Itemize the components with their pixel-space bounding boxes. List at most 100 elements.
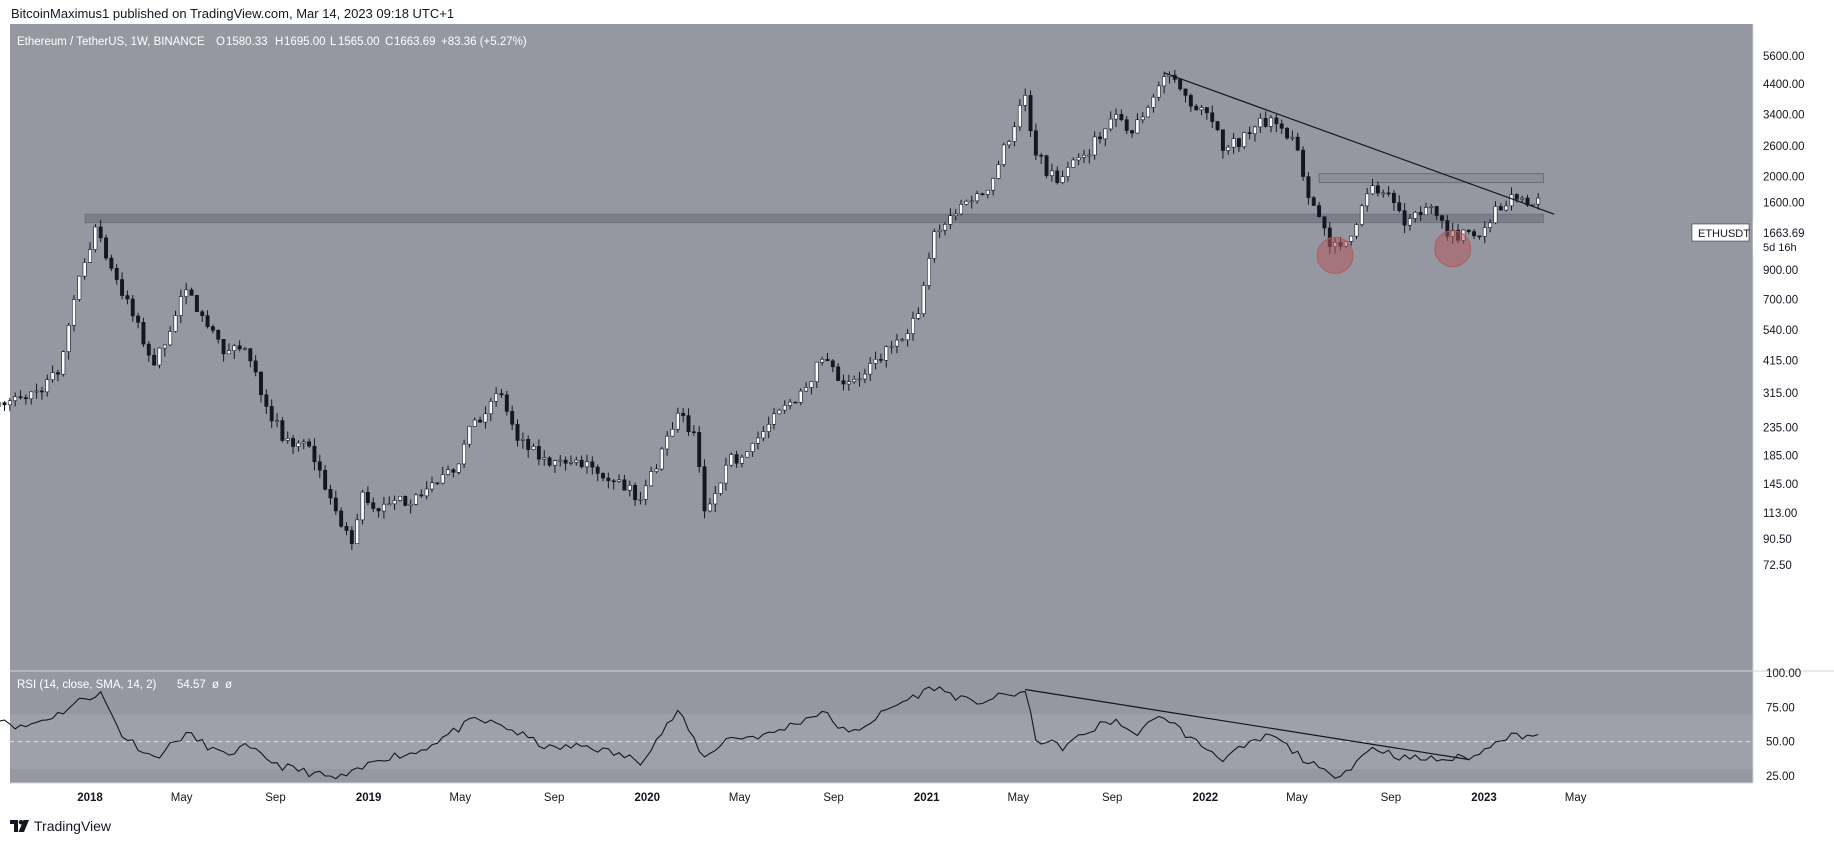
candle-up [740, 456, 744, 464]
change-value: +83.36 (+5.27%) [441, 36, 527, 48]
candle-up [670, 428, 675, 437]
candle-up [985, 189, 990, 195]
price-tag-countdown: 5d 16h [1763, 242, 1797, 254]
annotations-layer [1163, 72, 1555, 274]
candle-up [649, 471, 654, 487]
candle-up [1146, 107, 1151, 118]
candle-up [1520, 197, 1525, 200]
tradingview-logo-icon [10, 820, 29, 832]
candle-down [1295, 136, 1300, 151]
candle-down [547, 457, 552, 466]
candle-down [194, 295, 199, 313]
candle-up [798, 390, 803, 403]
candle-down [515, 424, 520, 441]
candle-down [349, 530, 354, 544]
symbol-legend: Ethereum / TetherUS, 1W, BINANCE O 1580.… [17, 36, 527, 48]
candle-up [1407, 218, 1412, 226]
candle-up [772, 413, 776, 425]
candle-up [1226, 146, 1231, 151]
candle-down [1247, 132, 1252, 135]
candle-up [1354, 224, 1359, 237]
candle-up [1365, 193, 1370, 207]
candle-up [456, 463, 461, 473]
candle-down [1055, 170, 1060, 183]
rsi-extra-2: ø [225, 679, 232, 691]
candle-down [1285, 127, 1289, 139]
candle-down [841, 380, 846, 385]
high-label: H [275, 36, 283, 48]
candle-up [1007, 141, 1012, 146]
rsi-trendline [1025, 688, 1469, 761]
candle-down [146, 343, 151, 356]
candle-up [355, 519, 360, 544]
candle-down [317, 461, 322, 471]
candle-down [1498, 206, 1503, 211]
candle-down [1279, 123, 1284, 129]
candle-down [307, 441, 312, 447]
candle-down [1418, 211, 1423, 216]
circled-low-marker [1316, 236, 1354, 274]
candle-down [611, 480, 616, 483]
candle-down [1210, 112, 1215, 122]
candle-up [72, 299, 76, 326]
candle-down [734, 454, 739, 464]
candle-down [98, 226, 103, 239]
candle-up [723, 464, 728, 484]
candle-down [435, 482, 440, 485]
candle-down [1477, 235, 1482, 238]
candle-up [574, 459, 579, 463]
time-tick-label: Sep [823, 792, 843, 804]
candle-up [718, 482, 723, 494]
candle-up [585, 461, 589, 468]
candle-down [1236, 138, 1241, 147]
candle-up [675, 412, 680, 430]
rsi-legend: RSI (14, close, SMA, 14, 2) 54.57 ø ø [17, 679, 232, 691]
candle-down [1194, 105, 1199, 111]
candle-up [301, 441, 306, 444]
candle-down [1514, 194, 1519, 200]
candle-down [451, 469, 456, 473]
candle-up [1504, 205, 1509, 211]
candle-up [34, 390, 39, 393]
candle-up [440, 474, 445, 484]
descending-trendline [1163, 72, 1555, 215]
high-value: 1695.00 [284, 36, 326, 48]
candle-down [579, 459, 584, 468]
candle-down [403, 495, 408, 506]
time-tick-label: 2021 [914, 792, 940, 804]
price-tick-label: 145.00 [1763, 479, 1798, 491]
time-axis[interactable]: 2018 May Sep 2019 May Sep 2020 May Sep 2021 May Sep… [77, 792, 1587, 804]
price-unit: USDT [1763, 36, 1794, 48]
candle-down [221, 339, 226, 355]
candle-down [590, 461, 595, 468]
candle-down [1098, 136, 1102, 140]
price-tick-label: 900.00 [1763, 265, 1798, 277]
candle-up [472, 419, 477, 427]
candle-up [520, 439, 525, 441]
candle-up [777, 409, 782, 415]
price-tick-label: 415.00 [1763, 356, 1798, 368]
time-tick-label: May [1007, 792, 1029, 804]
candle-up [921, 285, 926, 315]
rsi-axis[interactable]: 100.00 75.00 50.00 25.00 [1766, 668, 1801, 783]
candle-down [344, 526, 349, 531]
candle-down [1397, 202, 1402, 211]
price-tick-label: 3400.00 [1763, 109, 1805, 121]
candle-up [927, 258, 931, 286]
candle-up [29, 391, 34, 400]
candle-up [1012, 126, 1017, 142]
candle-down [1466, 229, 1471, 232]
candle-up [45, 379, 50, 393]
candle-up [1269, 117, 1273, 127]
candle-up [814, 361, 819, 382]
candle-up [1076, 157, 1081, 161]
candle-up [862, 373, 867, 380]
candle-up [552, 460, 557, 466]
rsi-tick-label: 25.00 [1766, 771, 1795, 783]
main-pane [10, 24, 1753, 671]
rsi-extra-1: ø [212, 679, 219, 691]
candle-up [804, 387, 809, 392]
candle-down [1204, 107, 1209, 114]
candle-up [162, 344, 167, 349]
